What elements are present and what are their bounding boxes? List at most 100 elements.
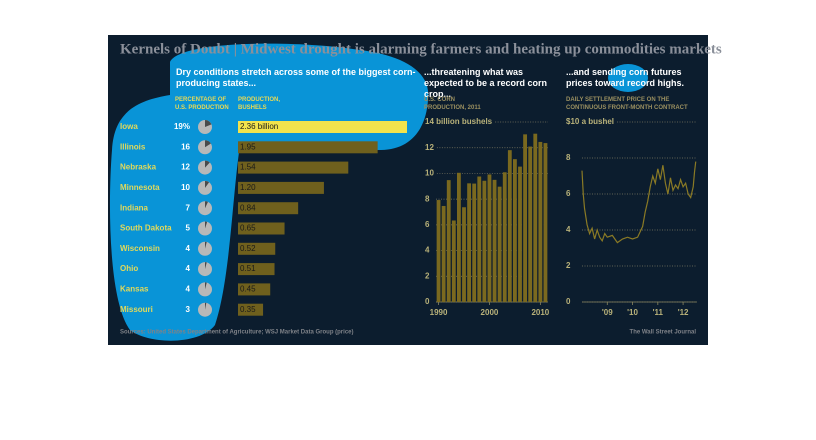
chart-title: Dry conditions stretch across some of th… — [176, 67, 416, 88]
value-label: 4 — [186, 285, 191, 294]
bar — [543, 143, 548, 302]
column-header: PERCENTAGE OF U.S. PRODUCTION — [175, 97, 229, 111]
bar — [513, 159, 517, 302]
value-label: 12 — [181, 163, 190, 172]
value-label: 0.84 — [240, 203, 256, 212]
x-tick-label: '12 — [678, 308, 689, 317]
value-label: 3 — [186, 305, 191, 314]
price-line — [581, 161, 697, 244]
bar — [497, 186, 502, 302]
value-label: 16 — [181, 142, 190, 151]
chart-subtitle: U.S. CORN PRODUCTION, 2011 — [424, 97, 481, 111]
pie-slice — [205, 241, 207, 249]
value-label: 2.36 billion — [240, 122, 278, 131]
y-tick-label: 6 — [425, 220, 430, 229]
y-tick-label: 2 — [566, 261, 571, 270]
x-tick-label: '11 — [653, 308, 664, 317]
bar — [472, 183, 477, 302]
bar — [238, 121, 407, 133]
heat-blob — [608, 64, 648, 92]
bar — [507, 150, 512, 302]
bar — [238, 222, 285, 235]
value-label: 7 — [186, 203, 191, 212]
pie-slice — [205, 302, 207, 310]
x-tick-label: 2010 — [531, 308, 549, 317]
x-tick-label: 1990 — [430, 308, 448, 317]
bar — [238, 161, 349, 174]
pie-slice — [205, 282, 207, 290]
bar — [238, 181, 324, 194]
y-tick-label: 0 — [566, 297, 571, 306]
bar — [528, 146, 533, 302]
value-label: 19% — [174, 122, 190, 131]
y-tick-label: $10 a bushel — [566, 117, 614, 126]
pie-slice — [205, 140, 211, 148]
chart-title: ...and sending corn futures prices towar… — [566, 67, 685, 88]
value-label: 10 — [181, 183, 190, 192]
header-title: Kernels of Doubt | Midwest drought is al… — [120, 41, 722, 57]
bar — [538, 141, 543, 302]
y-tick-label: 8 — [566, 153, 571, 162]
pie-slice — [205, 262, 207, 270]
value-label: 0.51 — [240, 264, 256, 273]
bar — [523, 134, 527, 302]
bar — [238, 283, 271, 296]
column-header: PRODUCTION, BUSHELS — [238, 97, 280, 111]
bar — [446, 180, 451, 302]
y-tick-label: 12 — [425, 143, 434, 152]
bar — [467, 183, 471, 302]
value-label: 0.65 — [240, 224, 256, 233]
value-label: 0.45 — [240, 285, 256, 294]
pie-slice — [205, 120, 212, 127]
bar — [487, 174, 492, 302]
chart-title: ...threatening what was expected to be a… — [424, 67, 548, 99]
bar — [502, 172, 507, 302]
y-tick-label: 0 — [425, 297, 430, 306]
category-label: Indiana — [120, 203, 149, 212]
bar — [492, 179, 497, 302]
bar — [477, 176, 482, 302]
y-tick-label: 2 — [425, 271, 430, 280]
heat-blob — [109, 43, 429, 341]
value-label: 0.52 — [240, 244, 256, 253]
bar — [482, 180, 487, 302]
bar — [436, 200, 441, 302]
y-tick-label: 6 — [566, 189, 571, 198]
heatmap — [109, 43, 648, 341]
category-label: South Dakota — [120, 224, 172, 233]
value-label: 4 — [186, 244, 191, 253]
category-label: Nebraska — [120, 163, 157, 172]
y-tick-label: 4 — [566, 225, 571, 234]
y-tick-label: 14 billion bushels — [425, 117, 493, 126]
value-label: 1.54 — [240, 163, 256, 172]
y-tick-label: 4 — [425, 246, 430, 255]
value-label: 0.35 — [240, 305, 256, 314]
bar — [518, 166, 522, 302]
bar — [441, 205, 446, 302]
x-tick-label: 2000 — [481, 308, 499, 317]
credit: The Wall Street Journal — [630, 330, 697, 336]
bar — [238, 263, 275, 276]
bar — [238, 303, 264, 316]
y-tick-label: 10 — [425, 169, 434, 178]
category-label: Kansas — [120, 285, 149, 294]
value-label: 4 — [186, 264, 191, 273]
category-label: Iowa — [120, 122, 138, 131]
source: Sources: United States Department of Agr… — [120, 330, 353, 336]
bar — [533, 133, 538, 302]
bar — [451, 220, 456, 302]
x-tick-label: '10 — [627, 308, 638, 317]
y-tick-label: 8 — [425, 194, 430, 203]
bar — [238, 242, 276, 255]
category-label: Wisconsin — [120, 244, 160, 253]
category-label: Ohio — [120, 264, 138, 273]
value-label: 1.95 — [240, 142, 256, 151]
bar — [238, 141, 378, 154]
category-label: Minnesota — [120, 183, 160, 192]
category-label: Illinois — [120, 142, 146, 151]
pie-slice — [205, 221, 208, 229]
value-label: 1.20 — [240, 183, 256, 192]
category-label: Missouri — [120, 305, 153, 314]
bar — [238, 202, 299, 215]
